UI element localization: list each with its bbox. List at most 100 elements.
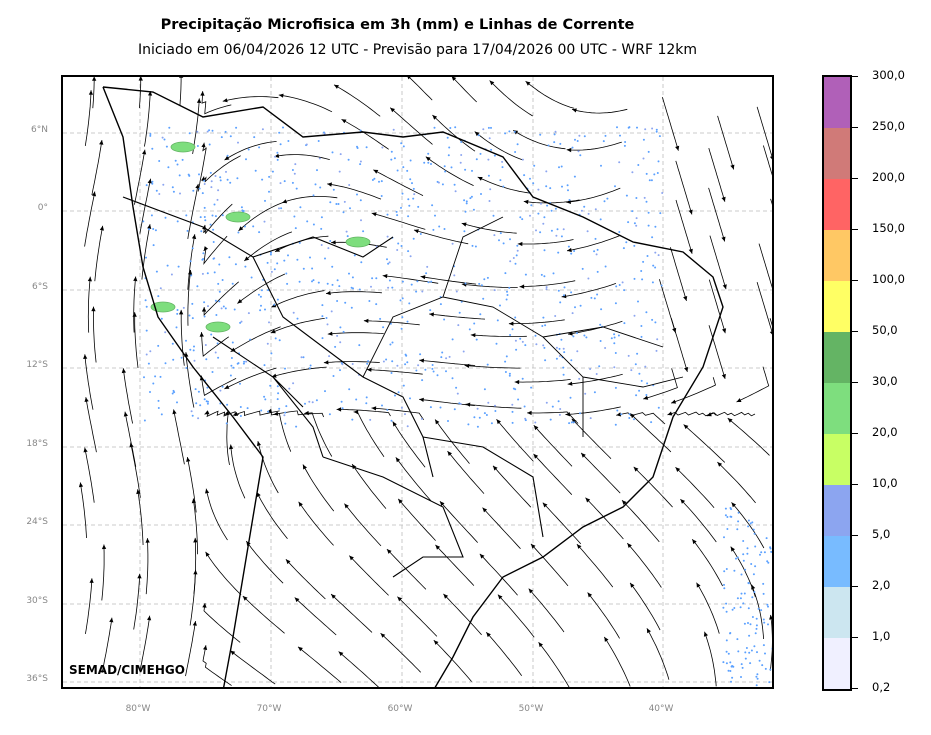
flow-arrow [224,385,230,389]
precip-dot [544,359,547,362]
flow-arrow [278,93,284,98]
flow-arrow [604,636,609,642]
colorbar-segment [824,332,850,383]
streamline [257,441,279,494]
precip-dot [636,352,639,355]
flow-arrow [751,584,756,590]
precip-dot [725,568,728,570]
colorbar-tick [852,484,858,485]
streamline [683,424,726,463]
streamline [465,403,522,409]
precip-dot [411,182,413,185]
flow-arrow [137,573,142,579]
precip-dot [451,242,454,245]
precip-dot [351,276,354,279]
precip-dot [560,338,563,341]
precip-dot [157,344,160,347]
precip-dot [749,662,752,665]
precip-dot [193,345,195,348]
precip-dot [368,300,371,302]
precip-dot [351,418,354,421]
precip-dot [348,184,351,186]
precip-dot [154,375,157,378]
streamline [84,90,92,146]
flow-arrow [523,199,529,205]
streamline [187,457,197,513]
precip-dot [479,152,482,155]
precip-dot [508,286,511,289]
precip-dot [760,551,763,554]
streamline [349,555,389,596]
precip-dot [359,163,362,166]
precip-dot [219,179,222,182]
streamline [756,281,772,334]
precip-dot [150,214,153,217]
lon-label: 40°W [648,704,674,714]
precip-dot [579,304,582,307]
precip-dot [576,332,578,335]
precip-dot [505,355,508,358]
streamline [633,466,673,508]
colorbar-segment [824,179,850,230]
precip-dot [560,235,563,238]
precip-dot [747,622,749,624]
precip-dot [443,165,446,168]
streamline [204,410,239,418]
precip-dot [489,188,492,191]
precip-dot [321,337,324,340]
precip-dot [723,583,725,586]
precip-dot [566,184,569,187]
streamline [187,234,196,290]
precip-dot [616,409,619,412]
precip-dot [502,242,505,245]
precip-dot [579,412,581,415]
precip-dot [203,216,206,218]
streamline [344,503,382,547]
precip-dot [380,180,383,183]
precip-dot [267,289,270,292]
precip-dot [624,141,627,143]
streamline [565,406,621,415]
precip-dot [231,282,234,285]
precip-dot [145,184,148,187]
precip-dot [483,388,486,391]
precip-dot [587,212,590,215]
streamline [224,412,230,465]
precip-dot [492,214,495,217]
streamline [101,617,113,673]
precip-dot [335,203,338,205]
precip-dot [163,138,166,141]
precip-dot [756,673,759,676]
precip-dot [543,216,546,219]
precip-dot [274,337,277,340]
colorbar-label: 50,0 [872,323,898,337]
precip-dot [230,357,233,359]
precip-dot [573,175,576,178]
streamline [727,417,770,456]
precip-dot [423,161,426,164]
precip-dot [530,386,533,389]
streamline [202,645,232,686]
precip-dot [474,245,477,248]
precip-dot [235,126,238,129]
precip-dot [767,605,769,608]
precip-dot [469,197,472,200]
streamline [567,320,623,335]
precip-dot [159,375,162,378]
precip-dot [284,422,287,425]
precip-dot [509,238,511,241]
precip-dot [380,195,383,197]
precip-dot [419,233,422,235]
precip-dot [390,150,393,153]
streamline [508,319,565,325]
precip-dot [516,249,519,252]
precip-dot [764,652,766,655]
precip-dot [521,218,524,221]
precip-dot [279,143,282,146]
precip-dot [197,390,200,393]
flow-arrow [567,381,573,386]
precip-dot [766,603,769,606]
precip-dot [757,607,760,610]
precip-dot [324,257,326,260]
flow-arrow [542,502,548,508]
